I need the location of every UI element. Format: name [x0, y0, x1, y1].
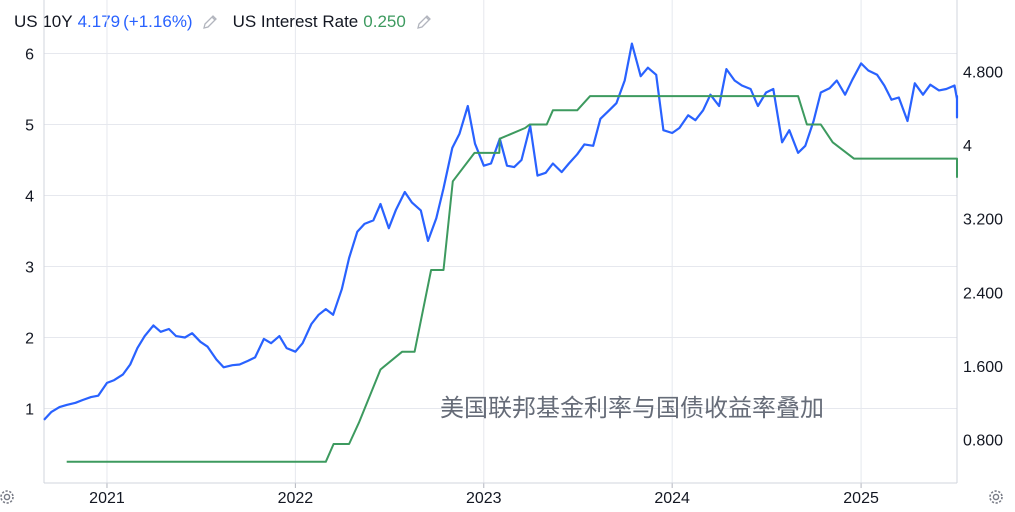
- x-axis-tick-label: 2024: [654, 490, 690, 507]
- legend-series1-name: US 10Y: [14, 12, 73, 31]
- left-axis-tick-label: 2: [25, 331, 34, 348]
- chart-watermark: 美国联邦基金利率与国债收益率叠加: [440, 394, 824, 422]
- left-axis-tick-label: 4: [25, 189, 34, 206]
- right-axis-ticks: 0.800 1.600 2.400 3.200 4 4.800: [963, 65, 1003, 450]
- right-axis-tick-label: 3.200: [963, 212, 1003, 229]
- legend-series1-change: (+1.16%): [123, 12, 193, 31]
- pencil-icon[interactable]: [201, 13, 219, 31]
- left-axis-tick-label: 5: [25, 118, 34, 135]
- left-axis-tick-label: 6: [25, 47, 34, 64]
- right-axis-tick-label: 4.800: [963, 65, 1003, 82]
- left-axis-tick-label: 3: [25, 260, 34, 277]
- chart-legend: US 10Y 4.179 (+1.16%) US Interest Rate 0…: [14, 9, 447, 35]
- legend-series2-value: 0.250: [363, 12, 406, 31]
- chart-plots: [43, 42, 959, 463]
- right-axis-tick-label: 1.600: [963, 359, 1003, 376]
- gear-icon[interactable]: [0, 487, 17, 507]
- legend-item-us10y[interactable]: US 10Y 4.179 (+1.16%): [14, 12, 219, 32]
- x-axis-tick-label: 2021: [89, 490, 125, 507]
- right-axis-tick-label: 4: [963, 138, 972, 155]
- gear-icon[interactable]: [986, 487, 1006, 507]
- left-axis-tick-label: 1: [25, 402, 34, 419]
- x-axis-ticks: 2021 2022 2023 2024 2025: [89, 490, 879, 507]
- x-axis-tick-label: 2022: [278, 490, 314, 507]
- chart-axes: [43, 0, 958, 488]
- series-line-us10y: [43, 42, 959, 421]
- x-axis-tick-label: 2025: [843, 490, 879, 507]
- x-axis-tick-label: 2023: [466, 490, 502, 507]
- series-line-interest-rate: [66, 95, 958, 463]
- left-axis-ticks: 1 2 3 4 5 6: [25, 47, 34, 419]
- pencil-icon[interactable]: [415, 13, 433, 31]
- right-axis-tick-label: 0.800: [963, 432, 1003, 449]
- right-axis-tick-label: 2.400: [963, 285, 1003, 302]
- legend-series1-value: 4.179: [77, 12, 121, 31]
